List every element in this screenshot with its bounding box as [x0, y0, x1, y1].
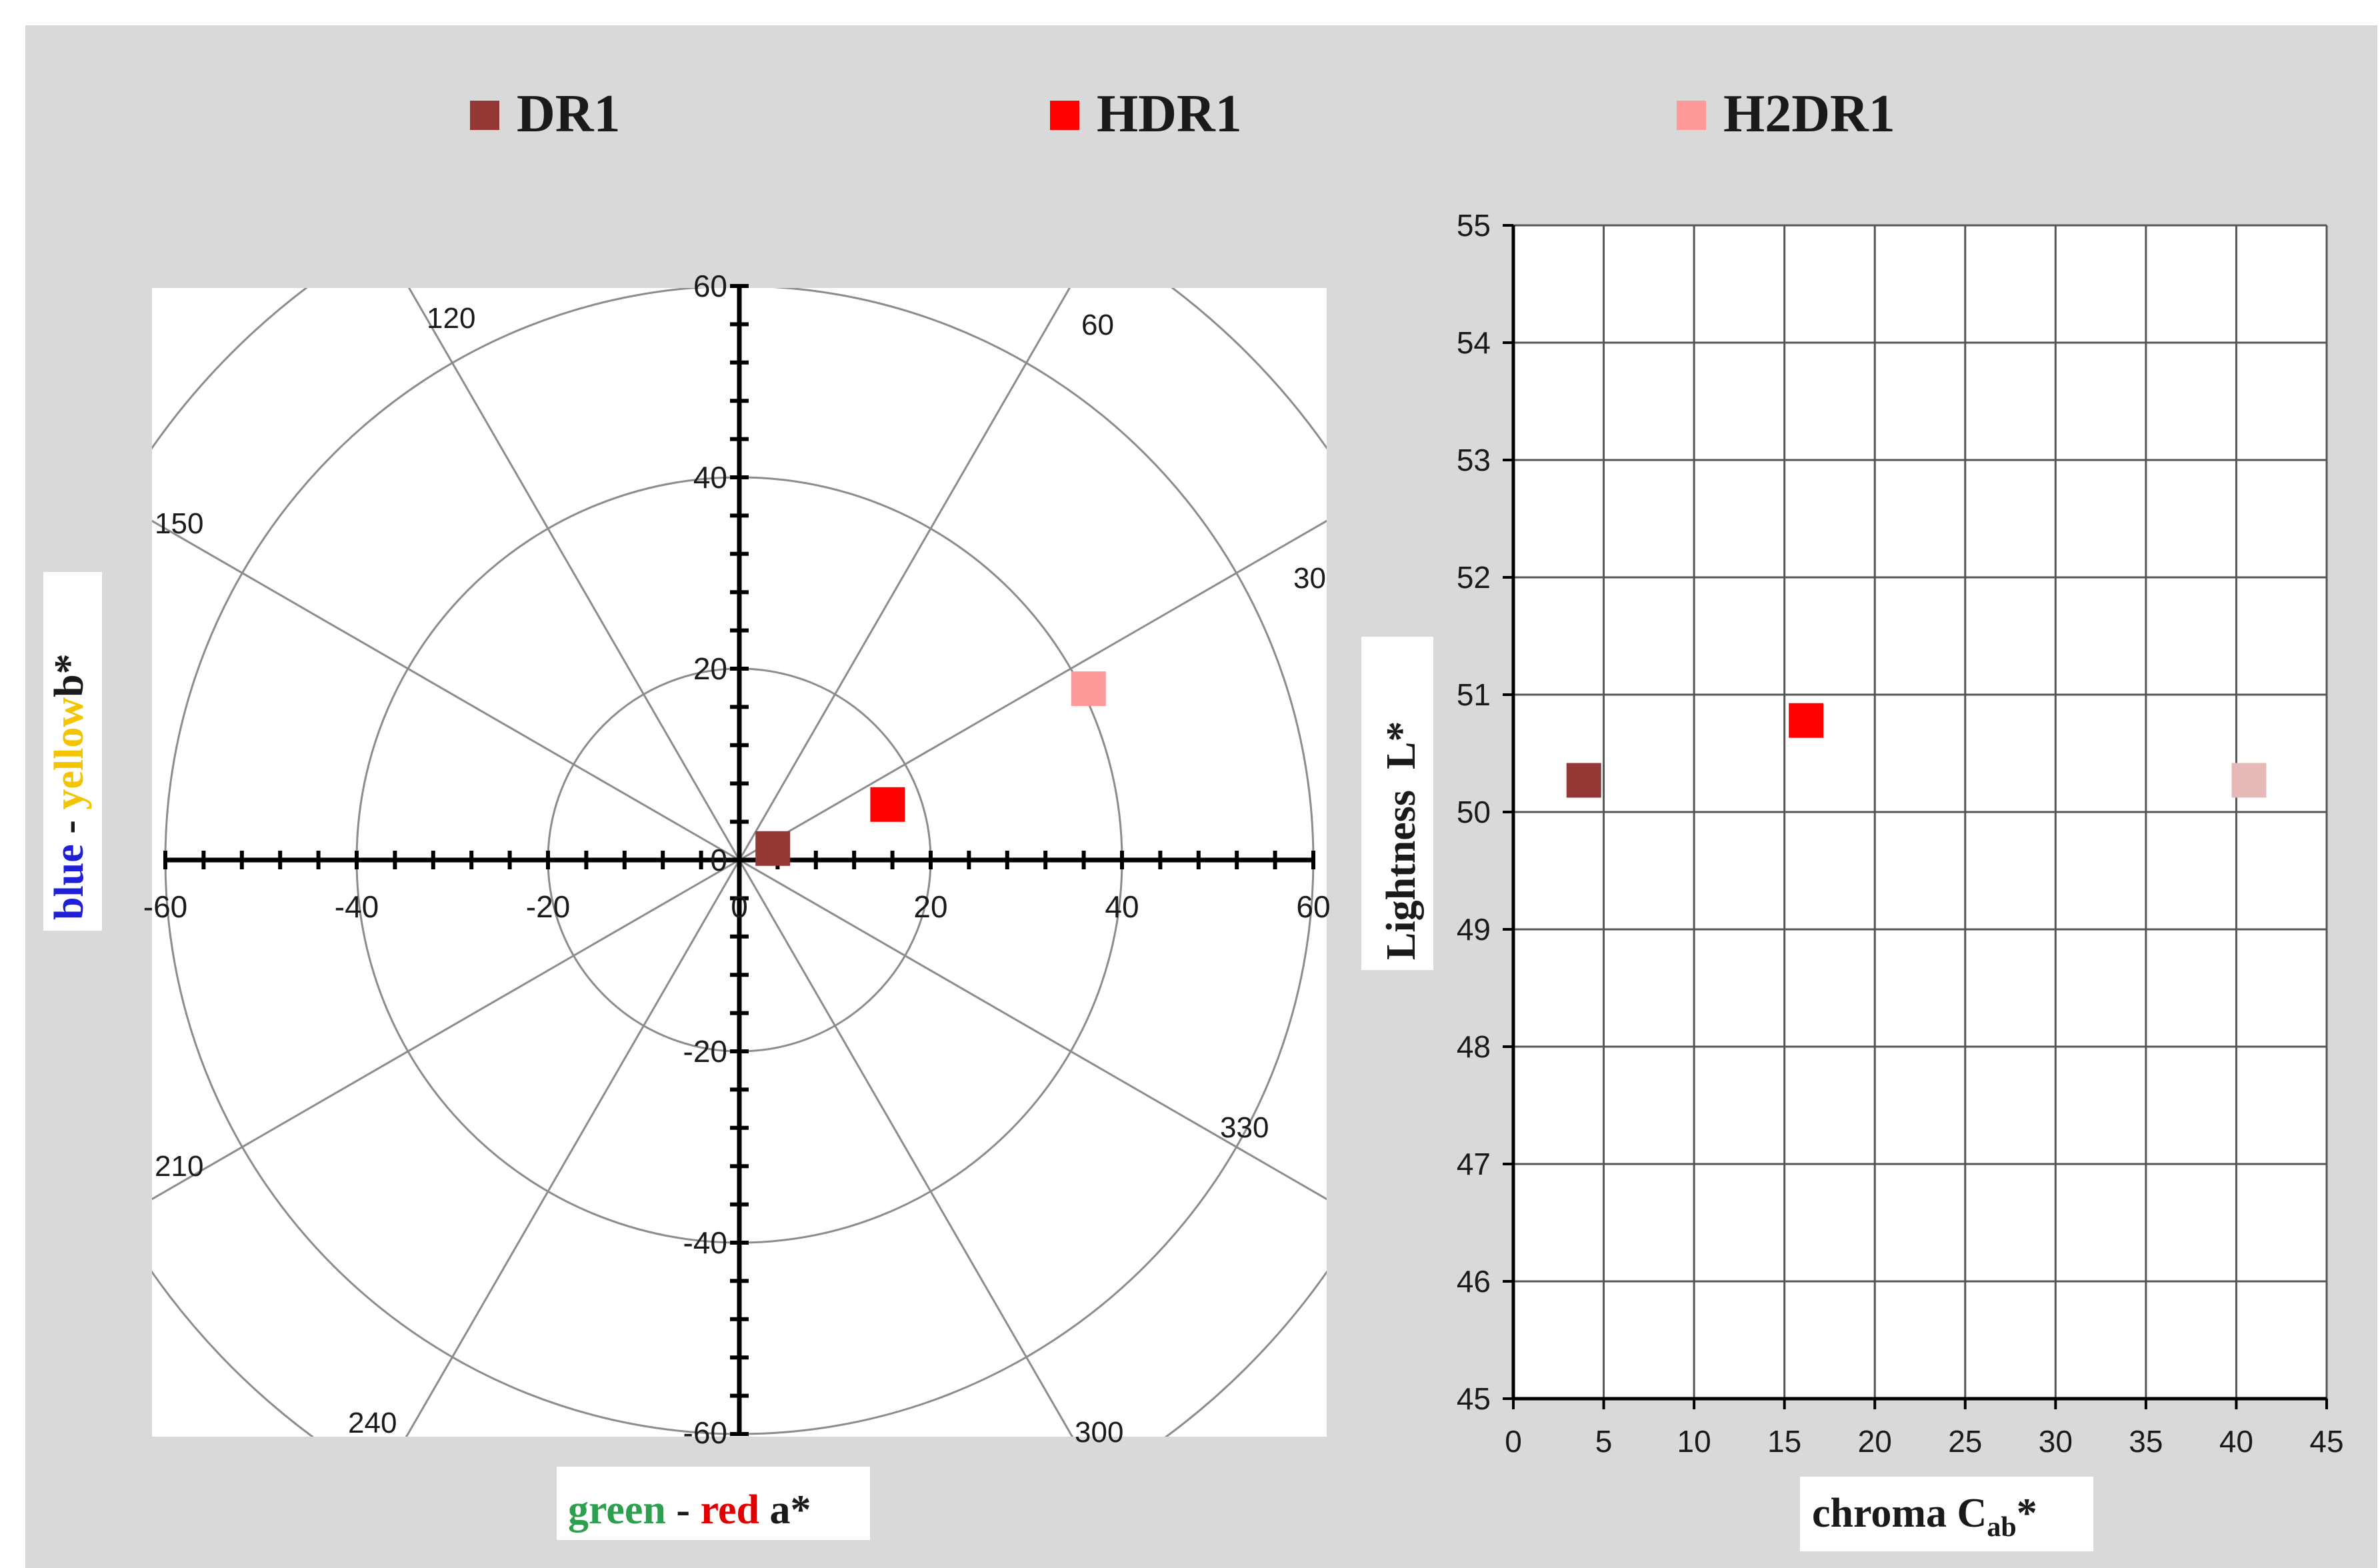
legend-label-dr1: DR1 [517, 85, 621, 143]
cartesian-x-tick-label: 45 [2309, 1424, 2343, 1459]
x-title-red: red [701, 1487, 759, 1533]
polar-y-tick-label: 40 [693, 460, 727, 495]
cartesian-point-dr1 [1566, 763, 1601, 798]
polar-y-tick-label: -60 [683, 1415, 727, 1450]
cartesian-x-tick-label: 10 [1677, 1424, 1711, 1459]
polar-x-tick-label: 20 [913, 889, 947, 924]
polar-y-title-box [43, 572, 102, 931]
x-title-green: green [568, 1487, 666, 1533]
legend: DR1 HDR1 H2DR1 [470, 85, 1895, 143]
polar-point-h2dr1 [1071, 671, 1106, 707]
cartesian-data-points [1566, 703, 2267, 798]
cartesian-y-tick-label: 50 [1457, 795, 1491, 829]
polar-angle-label: 330 [1220, 1111, 1269, 1144]
legend-label-hdr1: HDR1 [1097, 85, 1242, 143]
legend-label-h2dr1: H2DR1 [1723, 85, 1895, 143]
y-title-blue: blue [47, 844, 92, 920]
cartesian-y-title-box [1361, 637, 1433, 970]
cartesian-y-tick-label: 51 [1457, 677, 1491, 712]
cartesian-tick-labels: 0 5 10 15 20 25 30 35 40 45 45 46 47 48 49 50 51 52 53 54 55 [1457, 208, 2344, 1459]
polar-x-title-box [557, 1467, 870, 1540]
y-title-b: b* [47, 653, 92, 697]
legend-marker-h2dr1 [1677, 101, 1706, 130]
polar-x-tick-label: -40 [335, 889, 379, 924]
cartesian-point-h2dr1 [2231, 763, 2267, 798]
polar-data-points [755, 671, 1106, 866]
cartesian-y-tick-label: 48 [1457, 1029, 1491, 1064]
polar-x-tick-label: 40 [1105, 889, 1139, 924]
cartesian-y-tick-label: 54 [1457, 325, 1491, 360]
lightness-chroma-chart: 0 5 10 15 20 25 30 35 40 45 45 46 47 48 49 50 51 52 53 54 55… [1361, 208, 2344, 1551]
polar-angle-label: 30 [1293, 562, 1326, 595]
cartesian-x-axis-title: chroma Cab* [1812, 1491, 2037, 1543]
polar-y-tick-label: 60 [693, 269, 727, 303]
polar-x-tick-label: 60 [1296, 889, 1330, 924]
cartesian-y-tick-label: 45 [1457, 1381, 1491, 1416]
cartesian-y-tick-label: 47 [1457, 1147, 1491, 1181]
cartesian-y-tick-label: 53 [1457, 443, 1491, 477]
x-title-sub: ab [1987, 1512, 2016, 1543]
x-title-main: chroma C [1812, 1491, 1987, 1536]
polar-angle-label: 120 [427, 302, 475, 335]
polar-y-tick-label: 0 [710, 843, 727, 877]
polar-angle-label: 240 [348, 1407, 397, 1439]
cartesian-point-hdr1 [1789, 703, 1824, 738]
polar-x-tick-label: -20 [526, 889, 570, 924]
cartesian-x-tick-label: 40 [2219, 1424, 2253, 1459]
cartesian-y-tick-label: 52 [1457, 560, 1491, 595]
cartesian-x-tick-label: 20 [1858, 1424, 1892, 1459]
polar-angle-label: 210 [155, 1150, 203, 1183]
polar-angle-labels: 30 60 120 150 210 240 300 330 [155, 302, 1326, 1449]
polar-y-tick-label: 20 [693, 651, 727, 686]
cartesian-grid [1503, 224, 2328, 1409]
polar-axes [163, 284, 1315, 1436]
x-title-a: a* [759, 1487, 811, 1533]
x-title-sep: - [666, 1487, 701, 1533]
polar-angle-label: 60 [1081, 309, 1114, 341]
cartesian-x-tick-label: 25 [1948, 1424, 1982, 1459]
polar-y-axis-title: blue - yellowb* [47, 653, 92, 920]
polar-x-tick-label: 0 [731, 889, 748, 924]
cartesian-x-tick-label: 15 [1767, 1424, 1801, 1459]
cartesian-x-tick-label: 35 [2129, 1424, 2163, 1459]
polar-point-dr1 [755, 831, 791, 866]
cartesian-x-tick-label: 0 [1505, 1424, 1522, 1459]
x-title-tail: * [2017, 1491, 2037, 1536]
cartesian-x-tick-label: 30 [2039, 1424, 2073, 1459]
cartesian-x-tick-label: 5 [1595, 1424, 1613, 1459]
polar-y-tick-label: -40 [683, 1225, 727, 1260]
cartesian-y-tick-label: 55 [1457, 208, 1491, 243]
polar-chart: -60 -40 -20 0 20 40 60 -60 -40 -20 0 20 40 60 30 60 120… [43, 269, 1331, 1540]
polar-angle-label: 150 [155, 507, 203, 540]
legend-marker-dr1 [470, 101, 499, 130]
cartesian-x-title-box [1800, 1477, 2093, 1551]
polar-point-hdr1 [870, 787, 905, 822]
polar-tick-labels: -60 -40 -20 0 20 40 60 -60 -40 -20 0 20 40 60 [143, 269, 1331, 1450]
y-title-sep: - [47, 810, 92, 845]
polar-angle-label: 300 [1075, 1416, 1123, 1449]
polar-x-axis-title: green - red a* [568, 1487, 811, 1533]
polar-x-tick-label: -60 [143, 889, 187, 924]
cartesian-y-axis-title: Lightness L* [1379, 721, 1424, 960]
polar-y-tick-label: -20 [683, 1034, 727, 1069]
y-title-yellow: yellow [47, 697, 92, 810]
cartesian-y-tick-label: 46 [1457, 1264, 1491, 1299]
cartesian-y-tick-label: 49 [1457, 912, 1491, 947]
legend-marker-hdr1 [1050, 101, 1079, 130]
